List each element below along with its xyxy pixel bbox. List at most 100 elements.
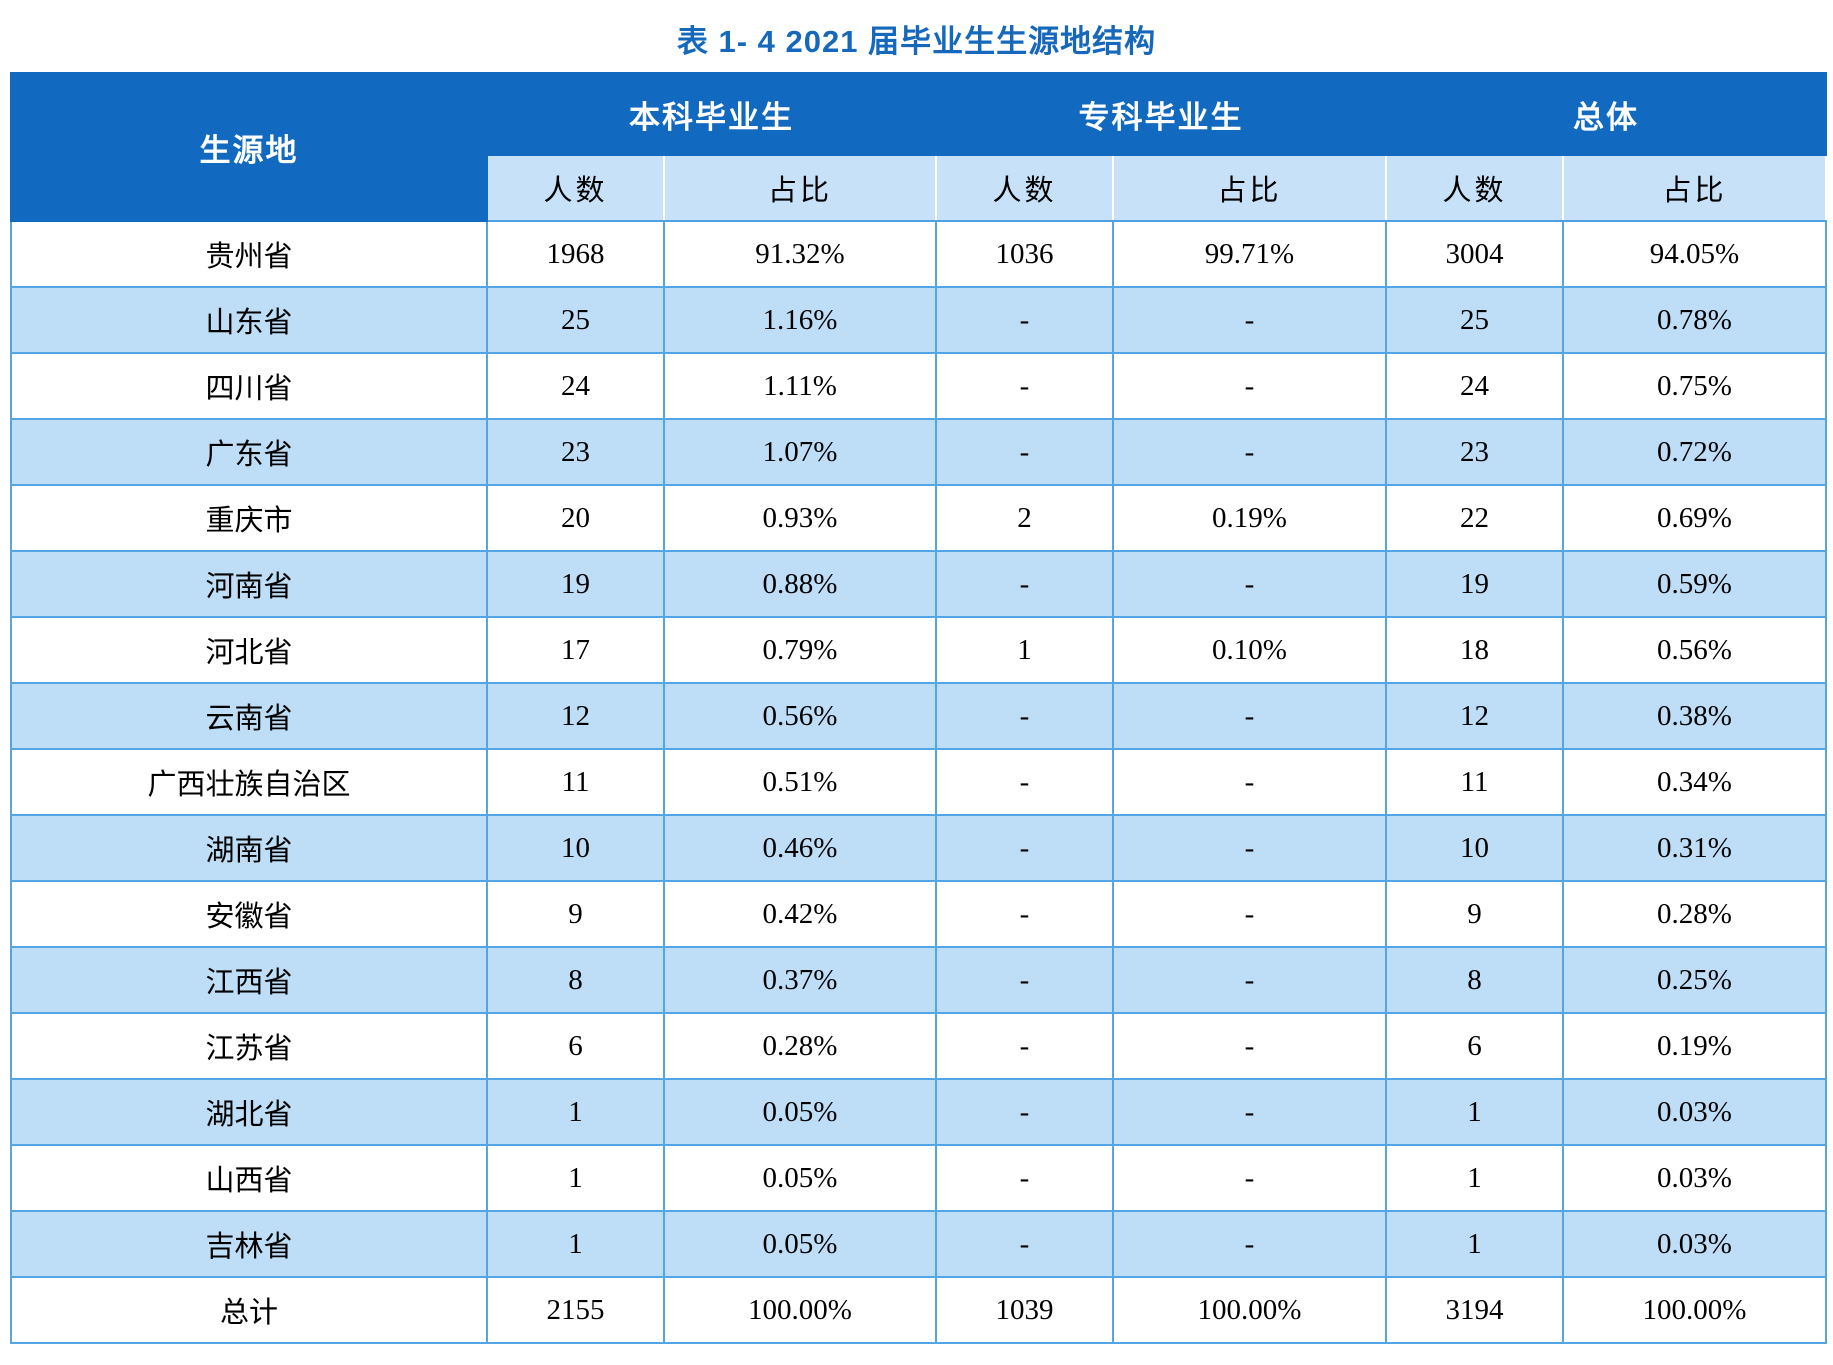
undergrad-count-cell: 8 [486, 946, 665, 1014]
overall-count-cell: 11 [1385, 748, 1564, 816]
undergrad-pct-cell: 0.88% [663, 550, 937, 618]
overall-count-cell: 18 [1385, 616, 1564, 684]
subheader-undergrad-count: 人数 [486, 154, 665, 222]
overall-pct-cell: 0.19% [1562, 1012, 1827, 1080]
table-body: 贵州省 1968 91.32% 1036 99.71% 3004 94.05% 山东省 25 1.… [10, 220, 1827, 1344]
table-row: 河北省 17 0.79% 1 0.10% 18 0.56% [10, 616, 1827, 684]
undergrad-pct-cell: 0.05% [663, 1144, 937, 1212]
overall-count-cell: 25 [1385, 286, 1564, 354]
region-cell: 贵州省 [10, 220, 488, 288]
region-cell: 山东省 [10, 286, 488, 354]
undergrad-count-cell: 12 [486, 682, 665, 750]
subheader-overall-count: 人数 [1385, 154, 1564, 222]
junior-count-cell: - [935, 1210, 1114, 1278]
undergrad-count-cell: 19 [486, 550, 665, 618]
overall-pct-cell: 100.00% [1562, 1276, 1827, 1344]
overall-pct-cell: 0.56% [1562, 616, 1827, 684]
overall-count-cell: 3194 [1385, 1276, 1564, 1344]
junior-pct-cell: - [1112, 1012, 1387, 1080]
undergrad-pct-cell: 1.07% [663, 418, 937, 486]
undergrad-pct-cell: 0.37% [663, 946, 937, 1014]
junior-count-cell: - [935, 682, 1114, 750]
region-cell: 江西省 [10, 946, 488, 1014]
region-cell: 广东省 [10, 418, 488, 486]
overall-pct-cell: 0.72% [1562, 418, 1827, 486]
undergrad-count-cell: 1 [486, 1210, 665, 1278]
undergrad-pct-cell: 0.46% [663, 814, 937, 882]
overall-pct-cell: 0.38% [1562, 682, 1827, 750]
overall-count-cell: 10 [1385, 814, 1564, 882]
undergrad-count-cell: 11 [486, 748, 665, 816]
undergrad-pct-cell: 0.56% [663, 682, 937, 750]
region-cell: 河北省 [10, 616, 488, 684]
junior-count-cell: - [935, 880, 1114, 948]
undergrad-count-cell: 25 [486, 286, 665, 354]
undergrad-count-cell: 1 [486, 1144, 665, 1212]
overall-count-cell: 12 [1385, 682, 1564, 750]
junior-pct-cell: - [1112, 748, 1387, 816]
undergrad-count-cell: 1 [486, 1078, 665, 1146]
region-cell: 山西省 [10, 1144, 488, 1212]
overall-count-cell: 8 [1385, 946, 1564, 1014]
region-cell: 重庆市 [10, 484, 488, 552]
junior-pct-cell: - [1112, 352, 1387, 420]
undergrad-pct-cell: 1.11% [663, 352, 937, 420]
overall-count-cell: 1 [1385, 1144, 1564, 1212]
junior-count-cell: 1039 [935, 1276, 1114, 1344]
table-row: 江苏省 6 0.28% - -6 0.19% [10, 1012, 1827, 1080]
table-row: 云南省 12 0.56% - -12 0.38% [10, 682, 1827, 750]
region-cell: 安徽省 [10, 880, 488, 948]
undergrad-pct-cell: 100.00% [663, 1276, 937, 1344]
region-cell: 四川省 [10, 352, 488, 420]
undergrad-pct-cell: 0.05% [663, 1078, 937, 1146]
overall-pct-cell: 0.03% [1562, 1078, 1827, 1146]
table-row: 山东省 25 1.16% - -25 0.78% [10, 286, 1827, 354]
region-cell: 湖南省 [10, 814, 488, 882]
overall-count-cell: 22 [1385, 484, 1564, 552]
table-row: 湖北省 1 0.05% - -1 0.03% [10, 1078, 1827, 1146]
header-group-overall: 总体 [1385, 72, 1827, 156]
junior-count-cell: - [935, 814, 1114, 882]
junior-count-cell: - [935, 946, 1114, 1014]
junior-count-cell: - [935, 748, 1114, 816]
junior-count-cell: - [935, 1012, 1114, 1080]
region-cell: 云南省 [10, 682, 488, 750]
junior-pct-cell: - [1112, 550, 1387, 618]
table-row: 广西壮族自治区 11 0.51% - -11 0.34% [10, 748, 1827, 816]
junior-count-cell: - [935, 1078, 1114, 1146]
undergrad-count-cell: 9 [486, 880, 665, 948]
overall-count-cell: 1 [1385, 1078, 1564, 1146]
junior-pct-cell: - [1112, 418, 1387, 486]
overall-pct-cell: 0.25% [1562, 946, 1827, 1014]
table-row: 吉林省 1 0.05% - -1 0.03% [10, 1210, 1827, 1278]
junior-count-cell: 1036 [935, 220, 1114, 288]
region-cell: 广西壮族自治区 [10, 748, 488, 816]
region-cell: 总计 [10, 1276, 488, 1344]
undergrad-count-cell: 24 [486, 352, 665, 420]
junior-pct-cell: - [1112, 880, 1387, 948]
table-row: 四川省 24 1.11% - -24 0.75% [10, 352, 1827, 420]
junior-count-cell: - [935, 418, 1114, 486]
source-structure-table: 生源地 本科毕业生 专科毕业生 总体 人数 占比 人数 占比 人数 占比 贵州省… [10, 72, 1827, 1344]
subheader-junior-count: 人数 [935, 154, 1114, 222]
undergrad-pct-cell: 0.93% [663, 484, 937, 552]
total-row: 总计 2155 100.00% 1039 100.00% 3194 100.00% [10, 1276, 1827, 1344]
junior-pct-cell: - [1112, 946, 1387, 1014]
subheader-overall-pct: 占比 [1562, 154, 1827, 222]
junior-pct-cell: - [1112, 682, 1387, 750]
region-cell: 吉林省 [10, 1210, 488, 1278]
junior-pct-cell: - [1112, 1210, 1387, 1278]
undergrad-count-cell: 1968 [486, 220, 665, 288]
region-cell: 江苏省 [10, 1012, 488, 1080]
overall-pct-cell: 94.05% [1562, 220, 1827, 288]
table-row: 江西省 8 0.37% - -8 0.25% [10, 946, 1827, 1014]
undergrad-count-cell: 20 [486, 484, 665, 552]
overall-pct-cell: 0.34% [1562, 748, 1827, 816]
overall-count-cell: 3004 [1385, 220, 1564, 288]
junior-pct-cell: - [1112, 1144, 1387, 1212]
overall-count-cell: 19 [1385, 550, 1564, 618]
undergrad-pct-cell: 0.79% [663, 616, 937, 684]
overall-pct-cell: 0.59% [1562, 550, 1827, 618]
undergrad-pct-cell: 0.05% [663, 1210, 937, 1278]
table-row: 湖南省 10 0.46% - -10 0.31% [10, 814, 1827, 882]
